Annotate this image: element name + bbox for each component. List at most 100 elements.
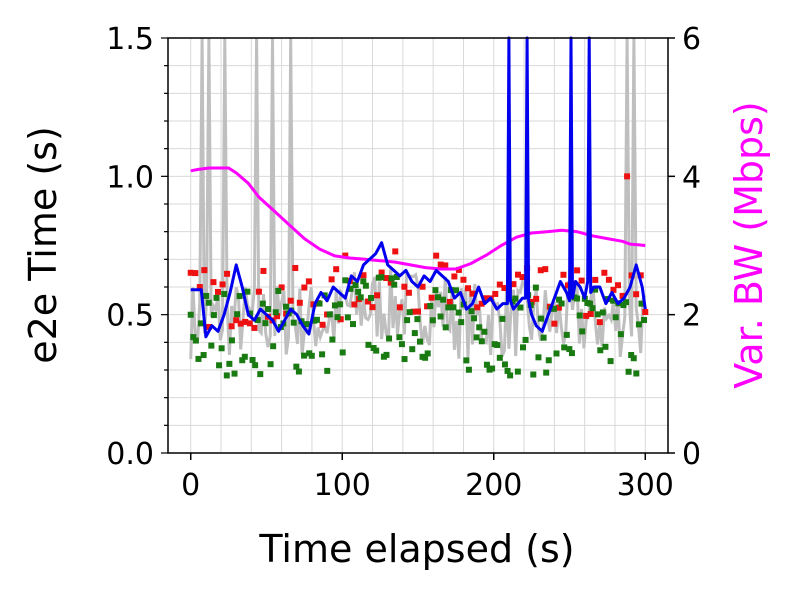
- green-point: [406, 309, 413, 316]
- green-point: [504, 367, 511, 374]
- green-point: [473, 334, 480, 341]
- green-point: [507, 372, 514, 379]
- y-right-axis-title-suffix: BW (Mbps): [727, 101, 771, 306]
- red-point: [360, 272, 367, 279]
- red-point: [478, 300, 485, 307]
- green-point: [208, 342, 215, 349]
- green-point: [319, 351, 326, 358]
- red-point: [474, 304, 481, 311]
- red-point: [255, 288, 262, 295]
- green-point: [635, 321, 642, 328]
- green-point: [313, 316, 320, 323]
- red-point: [515, 271, 521, 278]
- red-point: [410, 308, 417, 315]
- red-point: [387, 279, 394, 286]
- red-point: [401, 283, 408, 290]
- green-point: [628, 352, 635, 359]
- green-point: [357, 294, 364, 301]
- green-point: [579, 328, 586, 335]
- green-point: [476, 324, 483, 331]
- red-point: [196, 284, 203, 291]
- green-point: [283, 303, 290, 310]
- red-point: [501, 285, 508, 292]
- red-point: [578, 277, 585, 284]
- green-point: [386, 335, 393, 342]
- green-point: [568, 350, 575, 357]
- red-point: [628, 272, 635, 279]
- green-point: [337, 301, 344, 308]
- red-point: [555, 304, 562, 311]
- red-point: [419, 283, 426, 290]
- green-point: [625, 368, 632, 375]
- y-tick-label: 0.0: [106, 437, 154, 472]
- green-point: [388, 275, 395, 282]
- red-point: [560, 271, 567, 278]
- green-point: [494, 342, 501, 349]
- green-point: [342, 277, 349, 284]
- red-point: [319, 321, 326, 328]
- green-point: [257, 371, 264, 378]
- red-point: [446, 298, 453, 305]
- green-point: [496, 354, 503, 361]
- green-point: [563, 331, 570, 338]
- green-point: [368, 294, 375, 301]
- red-point: [469, 290, 476, 297]
- green-point: [597, 347, 604, 354]
- red-point: [369, 304, 376, 311]
- green-point: [481, 328, 488, 335]
- green-point: [610, 297, 617, 304]
- green-point: [339, 349, 346, 356]
- red-point: [605, 276, 612, 283]
- green-point: [592, 286, 599, 293]
- green-point: [352, 282, 359, 289]
- green-point: [198, 320, 205, 327]
- red-point: [237, 320, 244, 327]
- green-point: [550, 305, 557, 312]
- green-point: [221, 291, 228, 298]
- y-right-tick-label: 2: [682, 299, 701, 334]
- green-point: [205, 299, 212, 306]
- green-point: [373, 347, 380, 354]
- x-tick-label: 200: [465, 468, 522, 503]
- red-point: [305, 278, 312, 285]
- red-point: [565, 282, 571, 289]
- red-point: [424, 303, 431, 310]
- red-point: [528, 298, 535, 305]
- green-point: [344, 314, 351, 321]
- green-point: [422, 354, 429, 361]
- green-point: [520, 344, 526, 351]
- red-point: [233, 317, 240, 324]
- red-point: [392, 248, 399, 255]
- red-point: [637, 272, 644, 279]
- green-point: [414, 316, 421, 323]
- green-point: [561, 344, 568, 351]
- blue-line: [190, 36, 647, 339]
- green-point: [501, 361, 508, 368]
- red-point: [437, 261, 444, 268]
- green-point: [350, 321, 356, 328]
- red-point: [246, 320, 253, 327]
- y-tick-label: 0.5: [106, 299, 154, 334]
- green-point: [404, 317, 411, 324]
- green-point: [409, 346, 416, 353]
- green-point: [589, 305, 596, 312]
- x-axis-title: Time elapsed (s): [258, 527, 574, 571]
- green-point: [471, 315, 478, 322]
- red-point: [460, 276, 467, 283]
- x-tick-label: 0: [181, 468, 200, 503]
- red-point: [442, 262, 449, 269]
- green-point: [218, 345, 225, 352]
- green-point: [262, 320, 269, 327]
- green-point: [347, 285, 354, 292]
- red-point: [374, 292, 381, 299]
- green-point: [192, 337, 199, 344]
- red-point: [583, 312, 590, 319]
- red-point: [587, 311, 594, 318]
- red-point: [224, 270, 231, 277]
- green-point: [355, 288, 362, 295]
- green-point: [203, 292, 210, 299]
- red-point: [510, 281, 517, 288]
- y-right-tick-label: 4: [682, 160, 701, 195]
- red-point: [215, 288, 221, 295]
